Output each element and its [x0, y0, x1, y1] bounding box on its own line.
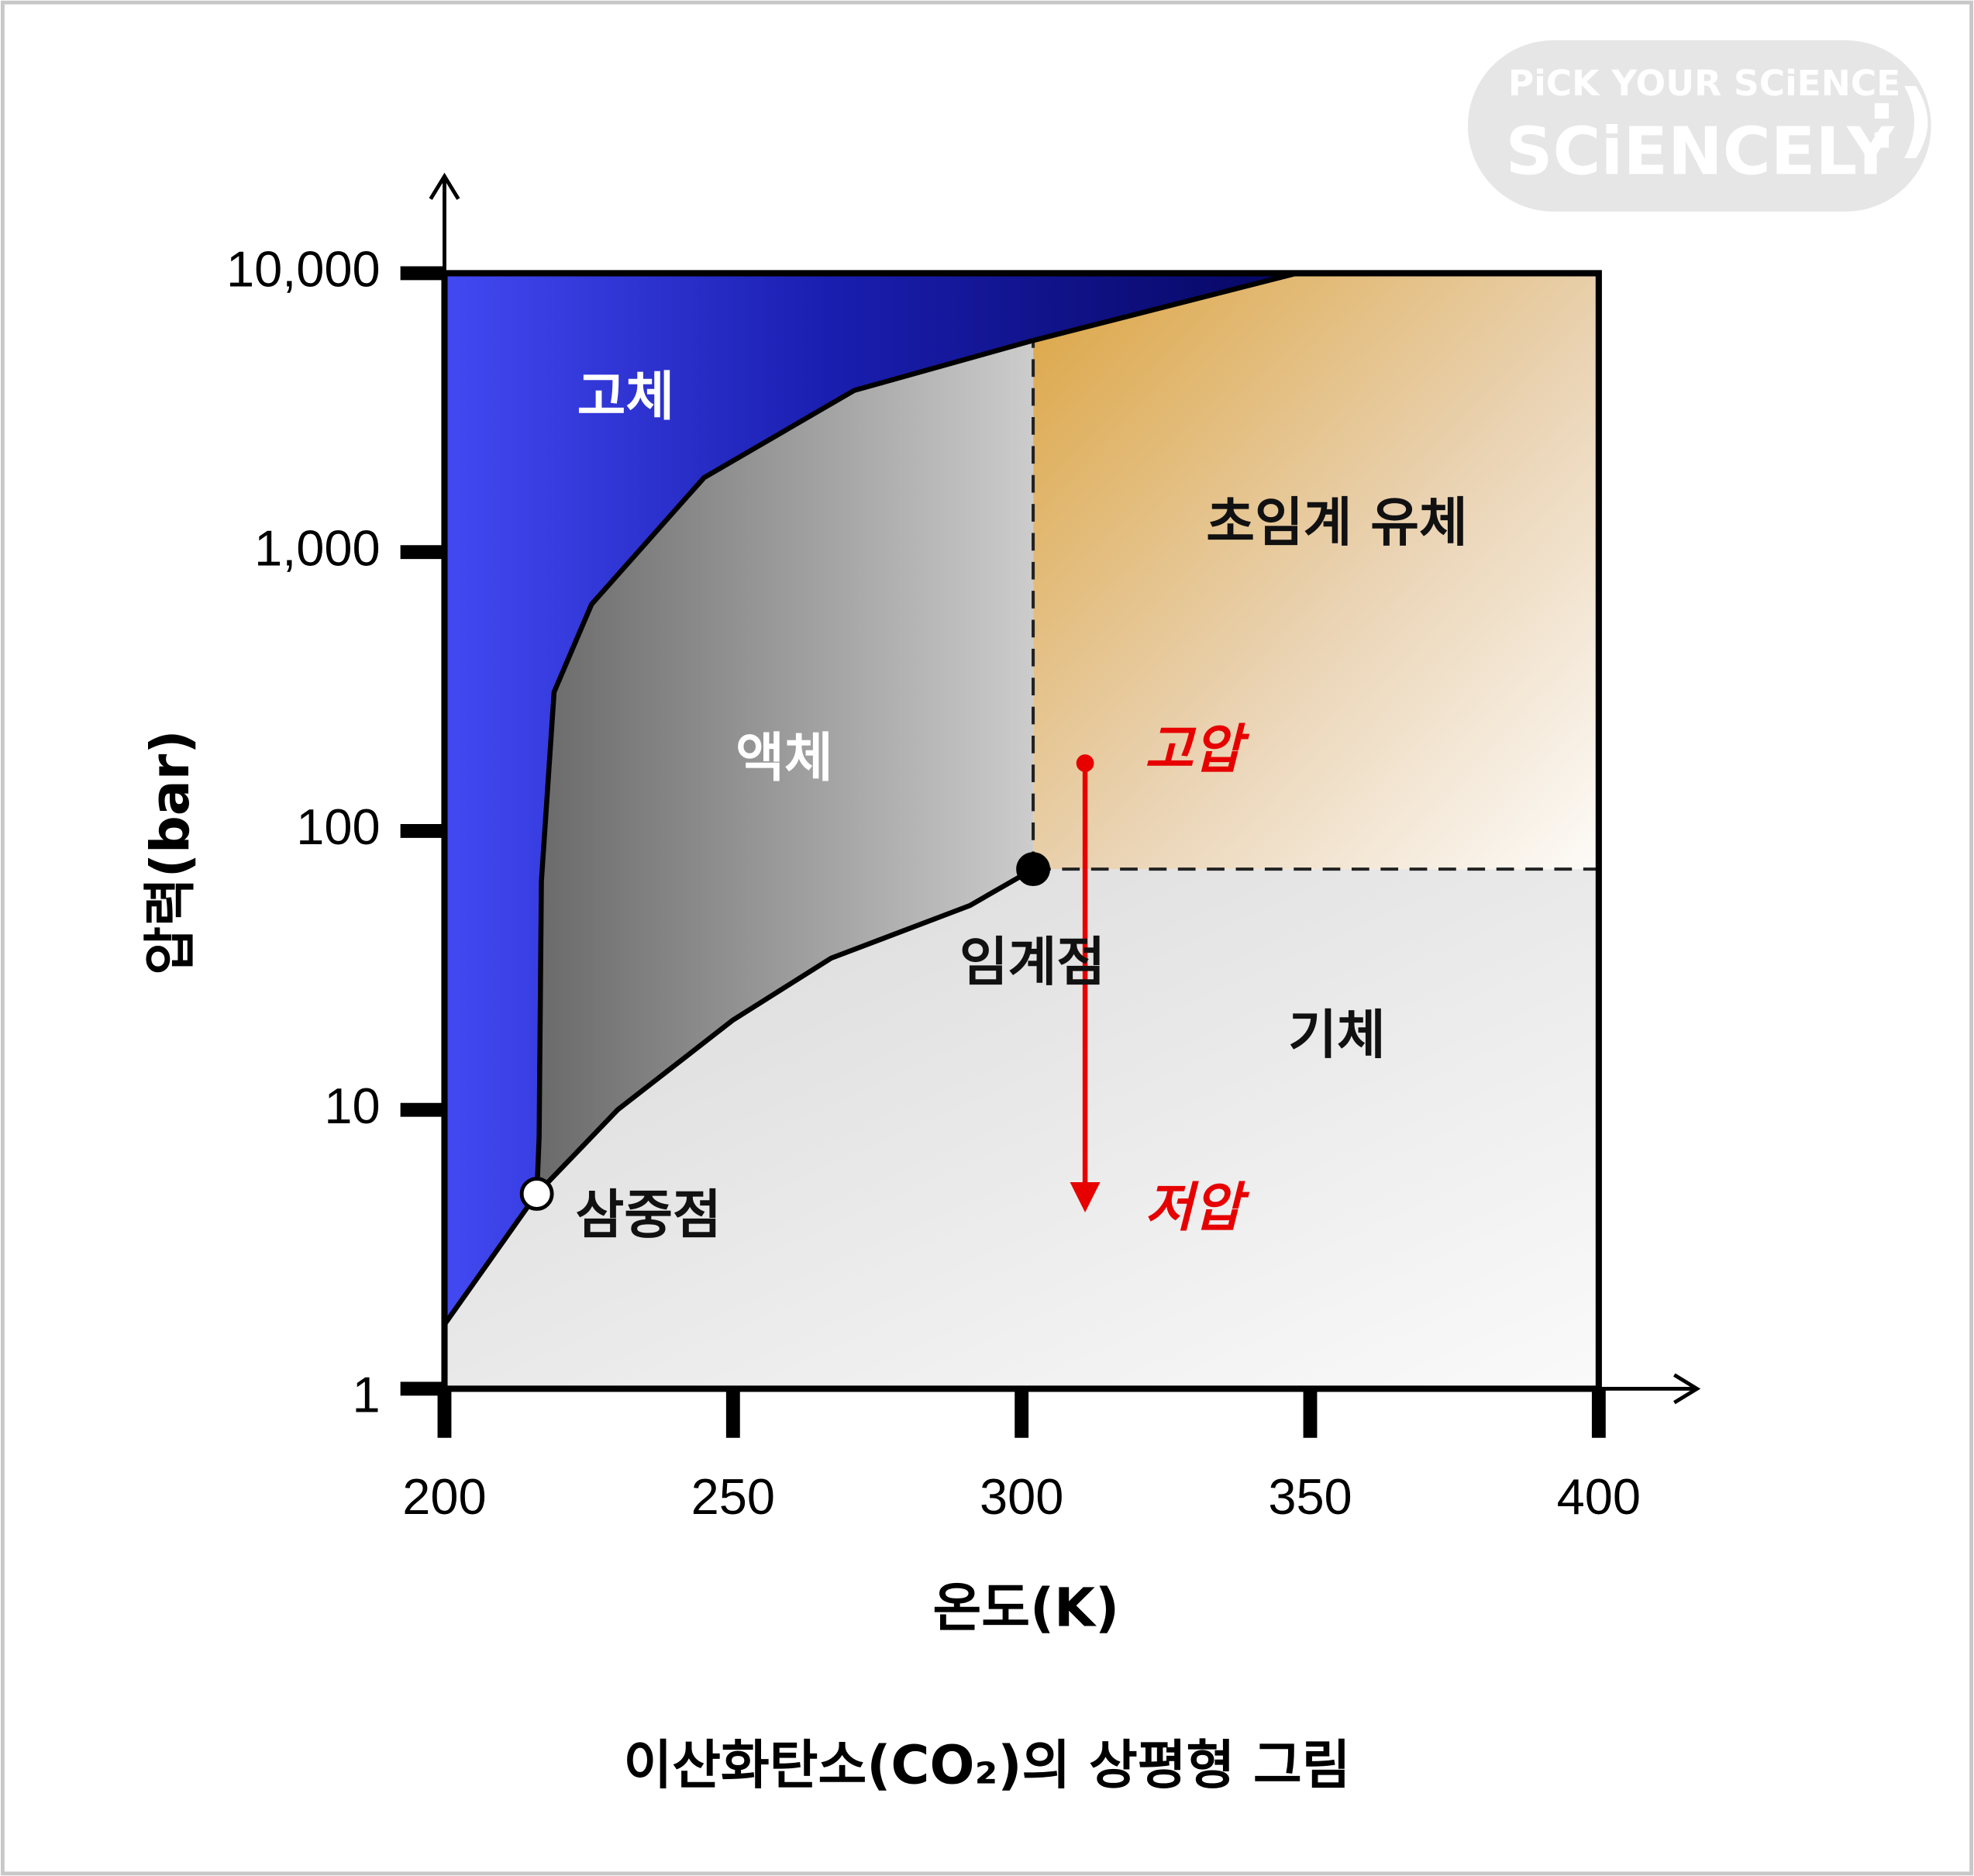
y-tick-label: 100 — [296, 798, 380, 855]
y-tick-label: 1 — [353, 1367, 381, 1423]
x-tick-label: 350 — [1268, 1468, 1352, 1525]
x-tick-label: 200 — [402, 1468, 486, 1525]
phase-point — [519, 1177, 554, 1211]
y-tick-label: 1,000 — [254, 519, 381, 576]
x-axis-label: 온도(K) — [933, 1578, 1120, 1639]
region-label: 액체 — [736, 728, 833, 789]
phase-point — [1016, 852, 1050, 887]
x-tick-label: 300 — [980, 1468, 1063, 1525]
region-label: 기체 — [1288, 1005, 1386, 1066]
arrow-label: 저압 — [1145, 1178, 1250, 1239]
y-axis-label: 압력(bar) — [140, 729, 202, 974]
y-axis-arrow — [429, 172, 460, 1389]
arrow-start — [1076, 754, 1094, 772]
point-label: 삼중점 — [575, 1185, 721, 1247]
watermark: PiCK YOUR SCiENCE SCiENCELY :) — [1467, 40, 1934, 212]
region-label: 고체 — [577, 367, 675, 428]
region-label: 초임계 유체 — [1206, 492, 1467, 553]
phase-boundary — [442, 1192, 539, 1326]
y-tick-label: 10 — [324, 1078, 380, 1134]
phase-boundary — [535, 867, 1035, 1196]
x-tick-label: 250 — [691, 1468, 775, 1525]
point-label: 임계점 — [959, 932, 1105, 993]
watermark-smile: :) — [1865, 74, 1934, 167]
region-gas — [444, 869, 1599, 1389]
arrow-label: 고압 — [1145, 719, 1250, 781]
phase-boundary — [534, 271, 1298, 1195]
x-tick-label: 400 — [1557, 1468, 1641, 1525]
region-liquid — [536, 340, 1034, 1195]
watermark-line: PiCK YOUR SCiENCE — [1508, 63, 1900, 104]
region-supercritical — [1033, 273, 1599, 870]
x-axis-arrow — [444, 1373, 1701, 1405]
y-tick-label: 10,000 — [226, 241, 381, 298]
region-solid — [444, 273, 1297, 1325]
chart-title: 이산화탄소(CO₂)의 상평형 그림 — [624, 1735, 1351, 1796]
watermark-line: SCiENCELY — [1506, 113, 1895, 189]
